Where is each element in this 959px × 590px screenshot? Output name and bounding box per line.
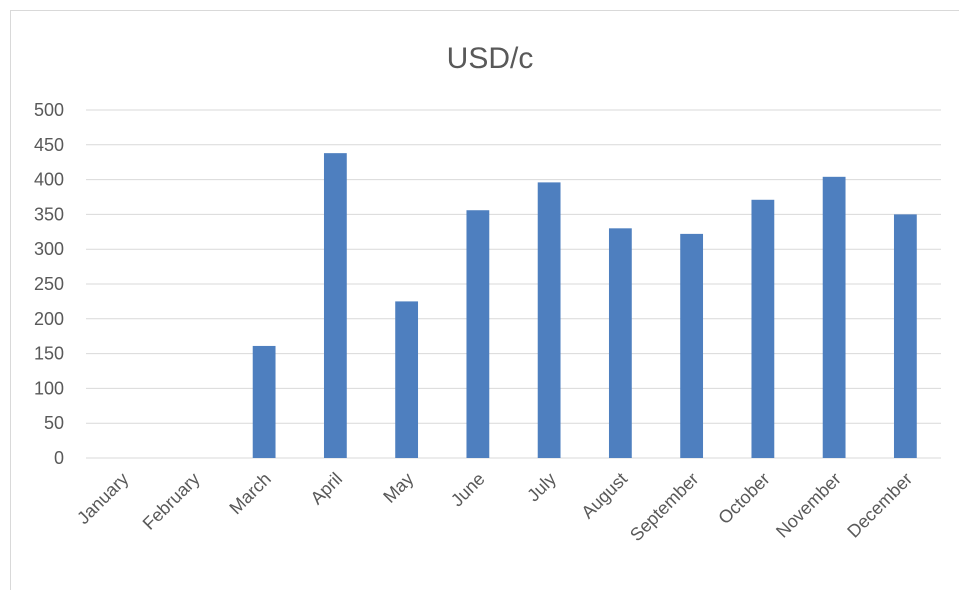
x-tick-label: January: [73, 469, 132, 528]
bar-april: [323, 153, 347, 459]
x-tick-label: June: [447, 469, 489, 511]
x-tick-label: November: [772, 469, 845, 542]
y-tick-label: 400: [34, 170, 64, 190]
x-tick-label: May: [379, 469, 417, 507]
x-tick-label: October: [714, 469, 773, 528]
bar-october: [751, 199, 775, 458]
bar-march: [252, 345, 276, 458]
bar-june: [466, 210, 490, 458]
bar-august: [608, 228, 632, 458]
y-axis-ticks: 0 50 100 150 200 250 300 350 400 450 500: [34, 100, 64, 468]
x-tick-label: September: [626, 469, 702, 545]
x-tick-label: July: [523, 469, 560, 506]
y-tick-label: 150: [34, 344, 64, 364]
y-tick-label: 300: [34, 239, 64, 259]
y-tick-label: 0: [54, 448, 64, 468]
bar-september: [680, 233, 704, 458]
bar-may: [395, 301, 419, 458]
y-tick-label: 100: [34, 378, 64, 398]
bars: [252, 153, 917, 459]
y-tick-label: 50: [44, 413, 64, 433]
y-tick-label: 200: [34, 309, 64, 329]
x-axis-ticks: January February March April May June July Augu…: [73, 469, 916, 545]
x-tick-label: August: [577, 469, 631, 523]
y-tick-label: 250: [34, 274, 64, 294]
x-tick-label: December: [843, 469, 916, 542]
chart-frame: [10, 10, 959, 590]
y-tick-label: 450: [34, 135, 64, 155]
x-tick-label: February: [139, 469, 204, 534]
x-tick-label: April: [307, 469, 347, 509]
bar-july: [537, 182, 561, 458]
x-tick-label: March: [225, 469, 275, 519]
chart-title: USD/c: [447, 42, 534, 75]
y-tick-label: 350: [34, 204, 64, 224]
bar-december: [893, 214, 917, 458]
gridlines: [86, 109, 941, 459]
bar-november: [822, 176, 846, 459]
y-tick-label: 500: [34, 100, 64, 120]
